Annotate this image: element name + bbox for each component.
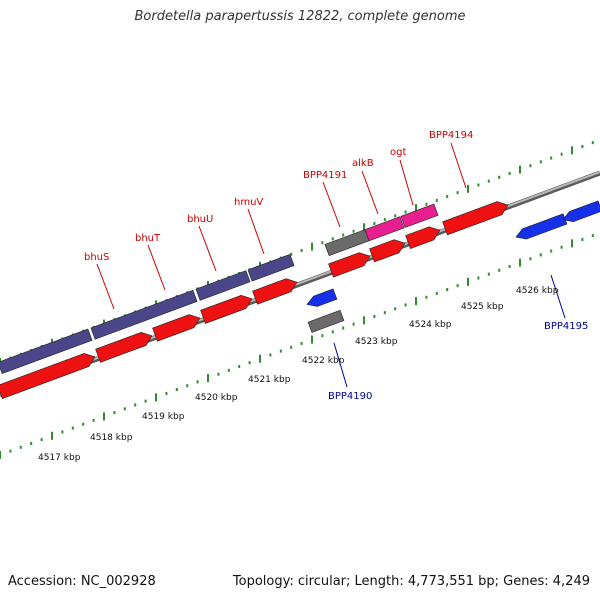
gene-label-ogt: ogt bbox=[390, 147, 406, 158]
gene-label-alkB: alkB bbox=[352, 158, 374, 169]
leader-bhuT bbox=[147, 244, 166, 291]
scale-label: 4526 kbp bbox=[516, 286, 559, 296]
leader-BPP4190 bbox=[333, 342, 348, 388]
gene-bar-ogt bbox=[400, 203, 439, 228]
gene-arrow-BPP4190 bbox=[306, 288, 338, 307]
scale-label: 4520 kbp bbox=[195, 393, 238, 403]
scale-label: 4521 kbp bbox=[248, 375, 291, 385]
gene-bar-bhuS-shape bbox=[90, 289, 198, 340]
gene-arrow-alkB bbox=[369, 239, 406, 263]
gene-arrow-5-shape bbox=[252, 278, 298, 305]
scale-label: 4517 kbp bbox=[38, 453, 81, 463]
genome-title: Bordetella parapertussis 12822, complete… bbox=[134, 9, 466, 24]
gene-arrow-ogt-shape bbox=[405, 226, 441, 249]
gene-arrow-2-shape bbox=[95, 332, 153, 363]
accession-text: Accession: NC_002928 bbox=[8, 574, 156, 589]
label-leaders bbox=[96, 142, 566, 388]
lower-scale-track bbox=[0, 234, 594, 459]
gene-arrow-3-shape bbox=[152, 314, 201, 342]
gene-label-hmuV: hmuV bbox=[234, 197, 263, 208]
gene-arrow-3 bbox=[152, 314, 201, 342]
gene-arrow-1 bbox=[0, 353, 96, 399]
leader-hmuV bbox=[247, 208, 265, 255]
scale-label: 4524 kbp bbox=[409, 320, 452, 330]
gene-label-BPP4191: BPP4191 bbox=[303, 170, 347, 181]
scale-label: 4518 kbp bbox=[90, 433, 133, 443]
leader-bhuS bbox=[96, 263, 115, 310]
gene-label-BPP4195: BPP4195 bbox=[544, 321, 588, 332]
gene-arrow-BPP4195-shape bbox=[515, 213, 568, 240]
gene-arrow-4 bbox=[200, 295, 253, 324]
scale-label: 4525 kbp bbox=[461, 302, 504, 312]
leader-bhuU bbox=[198, 225, 217, 272]
gene-bar-ogt-shape bbox=[400, 203, 439, 228]
gene-bar-BPP4190-shape bbox=[307, 309, 345, 333]
gene-bar-BPP4191-shape bbox=[324, 229, 370, 257]
gene-bar-alkB bbox=[364, 216, 405, 242]
gene-arrow-4-shape bbox=[200, 295, 253, 324]
gene-features bbox=[0, 200, 600, 399]
gene-label-BPP4194: BPP4194 bbox=[429, 130, 473, 141]
leader-ogt bbox=[399, 159, 414, 206]
gene-bar-bhuU-shape bbox=[195, 270, 251, 301]
gene-arrow-ogt bbox=[405, 226, 441, 249]
gene-arrow-5 bbox=[252, 278, 298, 305]
gene-label-bhuS: bhuS bbox=[84, 252, 109, 263]
gene-arrow-alkB-shape bbox=[369, 239, 406, 263]
leader-alkB bbox=[361, 170, 379, 215]
gene-bar-BPP4191 bbox=[324, 229, 370, 257]
gene-arrow-BPP4195-next-shape bbox=[562, 200, 600, 223]
gene-arrow-BPP4195-next bbox=[562, 200, 600, 223]
gene-bar-alkB-shape bbox=[364, 216, 405, 242]
gene-bar-BPP4190 bbox=[307, 309, 345, 333]
gene-labels: bhuS bhuT bhuU hmuV BPP4191 alkB ogt BPP4194 BPP… bbox=[84, 130, 588, 402]
leader-BPP4195 bbox=[550, 274, 566, 319]
gene-bar-hmuV bbox=[247, 253, 295, 282]
gene-bar-bhuS-prev-shape bbox=[0, 328, 93, 375]
scale-dots bbox=[0, 141, 594, 459]
scale-label: 4523 kbp bbox=[355, 337, 398, 347]
topology-text: Topology: circular; Length: 4,773,551 bp… bbox=[232, 574, 590, 589]
gene-bar-bhuS-prev bbox=[0, 328, 93, 375]
gene-arrow-BPP4191-shape bbox=[328, 252, 371, 278]
gene-arrow-BPP4190-shape bbox=[306, 288, 338, 307]
gene-bar-bhuU bbox=[195, 270, 251, 301]
gene-label-BPP4190: BPP4190 bbox=[328, 391, 372, 402]
leader-BPP4191 bbox=[322, 181, 341, 228]
gene-bar-bhuS bbox=[90, 289, 198, 340]
scale-tick-labels: 4517 kbp 4518 kbp 4519 kbp 4520 kbp 4521 kbp… bbox=[38, 286, 559, 463]
gene-arrow-BPP4194-shape bbox=[442, 201, 509, 236]
gene-label-bhuT: bhuT bbox=[135, 233, 161, 244]
scale-label: 4519 kbp bbox=[142, 412, 185, 422]
gene-bar-hmuV-shape bbox=[247, 253, 295, 282]
gene-label-bhuU: bhuU bbox=[187, 214, 213, 225]
gene-arrow-2 bbox=[95, 332, 153, 363]
gene-arrow-BPP4194 bbox=[442, 201, 509, 236]
gene-arrow-1-shape bbox=[0, 353, 96, 399]
gene-arrow-BPP4191 bbox=[328, 252, 371, 278]
gene-arrow-BPP4195 bbox=[515, 213, 568, 240]
leader-BPP4194 bbox=[450, 142, 467, 189]
scale-label: 4522 kbp bbox=[302, 356, 345, 366]
